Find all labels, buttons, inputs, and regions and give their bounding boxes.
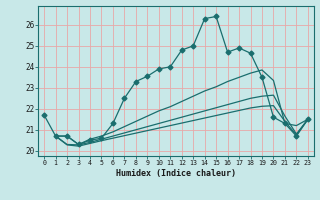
X-axis label: Humidex (Indice chaleur): Humidex (Indice chaleur) — [116, 169, 236, 178]
